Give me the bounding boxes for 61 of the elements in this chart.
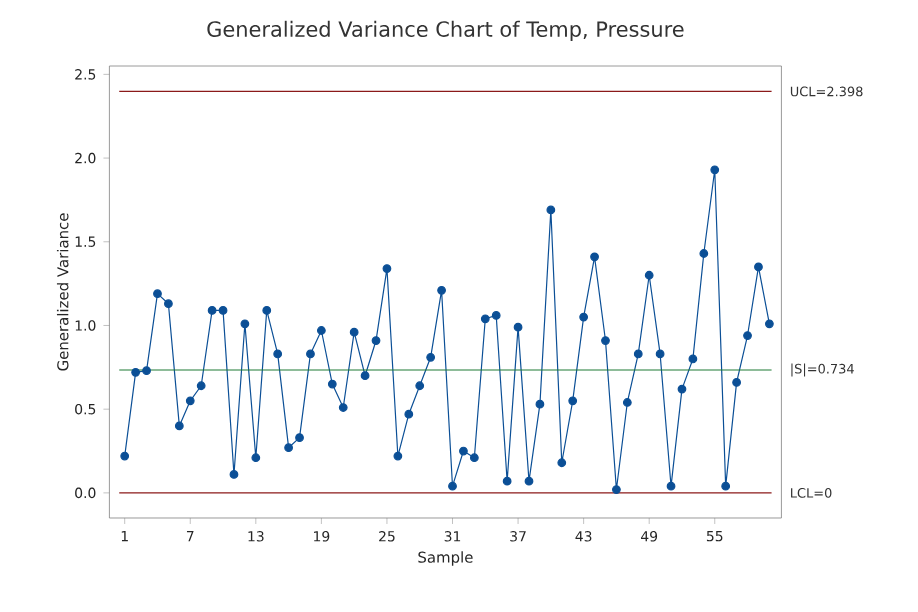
point bbox=[448, 481, 457, 491]
point bbox=[557, 458, 567, 468]
point bbox=[513, 322, 523, 332]
point bbox=[185, 396, 195, 406]
point bbox=[601, 336, 610, 345]
point bbox=[590, 252, 599, 262]
point bbox=[688, 354, 698, 364]
point bbox=[316, 326, 326, 335]
point bbox=[622, 398, 632, 407]
point bbox=[349, 327, 359, 337]
point bbox=[633, 349, 643, 359]
point bbox=[207, 306, 217, 315]
point bbox=[765, 319, 774, 329]
point bbox=[273, 349, 283, 359]
point bbox=[710, 165, 720, 175]
point bbox=[502, 476, 512, 486]
point bbox=[196, 381, 206, 391]
point bbox=[218, 306, 228, 315]
point bbox=[491, 311, 501, 320]
point bbox=[295, 433, 304, 443]
point bbox=[327, 379, 337, 389]
point bbox=[338, 403, 348, 412]
point bbox=[524, 476, 534, 486]
point bbox=[546, 205, 556, 215]
point bbox=[721, 481, 731, 491]
point bbox=[699, 249, 709, 258]
point bbox=[251, 453, 261, 463]
point bbox=[666, 481, 676, 491]
point bbox=[306, 349, 315, 359]
point bbox=[382, 264, 392, 273]
point bbox=[404, 409, 414, 419]
point bbox=[469, 453, 479, 463]
point bbox=[164, 299, 173, 309]
point bbox=[120, 451, 130, 461]
point bbox=[229, 470, 239, 479]
point bbox=[371, 336, 381, 345]
point bbox=[754, 262, 763, 272]
point bbox=[743, 331, 752, 340]
point bbox=[360, 371, 370, 381]
point bbox=[732, 378, 741, 387]
point bbox=[437, 285, 446, 295]
point bbox=[579, 312, 589, 322]
point bbox=[131, 367, 141, 377]
point bbox=[142, 366, 151, 376]
point bbox=[535, 399, 545, 409]
chart-title: Generalized Variance Chart of Temp, Pressure bbox=[207, 20, 684, 42]
point bbox=[459, 446, 468, 456]
point bbox=[612, 485, 621, 494]
point bbox=[153, 289, 162, 299]
point bbox=[426, 352, 436, 362]
point bbox=[174, 421, 184, 431]
point bbox=[240, 319, 250, 329]
point bbox=[284, 443, 293, 453]
point bbox=[677, 384, 687, 394]
point bbox=[393, 451, 403, 461]
point bbox=[415, 381, 425, 391]
point bbox=[644, 270, 654, 280]
point bbox=[568, 396, 578, 406]
point bbox=[655, 349, 665, 359]
point bbox=[480, 314, 490, 324]
point bbox=[262, 306, 272, 315]
